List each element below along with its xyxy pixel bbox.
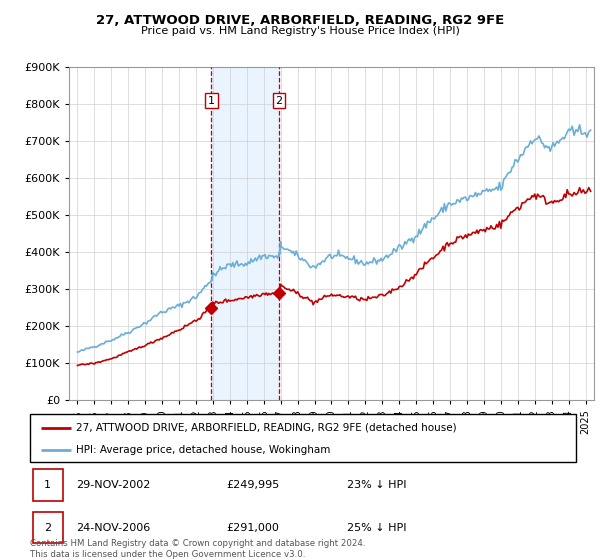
Text: Price paid vs. HM Land Registry's House Price Index (HPI): Price paid vs. HM Land Registry's House … [140,26,460,36]
Bar [211,67,279,400]
Text: £249,995: £249,995 [227,480,280,490]
Text: 27, ATTWOOD DRIVE, ARBORFIELD, READING, RG2 9FE: 27, ATTWOOD DRIVE, ARBORFIELD, READING, … [96,14,504,27]
Bar [33,512,63,543]
Text: 24-NOV-2006: 24-NOV-2006 [76,522,151,533]
Text: 2: 2 [44,522,52,533]
Text: Contains HM Land Registry data © Crown copyright and database right 2024.
This d: Contains HM Land Registry data © Crown c… [30,539,365,559]
Text: £291,000: £291,000 [227,522,280,533]
Text: 2: 2 [275,96,283,105]
Text: 27, ATTWOOD DRIVE, ARBORFIELD, READING, RG2 9FE (detached house): 27, ATTWOOD DRIVE, ARBORFIELD, READING, … [76,423,457,433]
Bar [33,469,63,501]
Text: 23% ↓ HPI: 23% ↓ HPI [347,480,406,490]
Text: 1: 1 [208,96,215,105]
Text: 29-NOV-2002: 29-NOV-2002 [76,480,151,490]
Text: 1: 1 [44,480,51,490]
Text: HPI: Average price, detached house, Wokingham: HPI: Average price, detached house, Woki… [76,445,331,455]
Text: 25% ↓ HPI: 25% ↓ HPI [347,522,406,533]
